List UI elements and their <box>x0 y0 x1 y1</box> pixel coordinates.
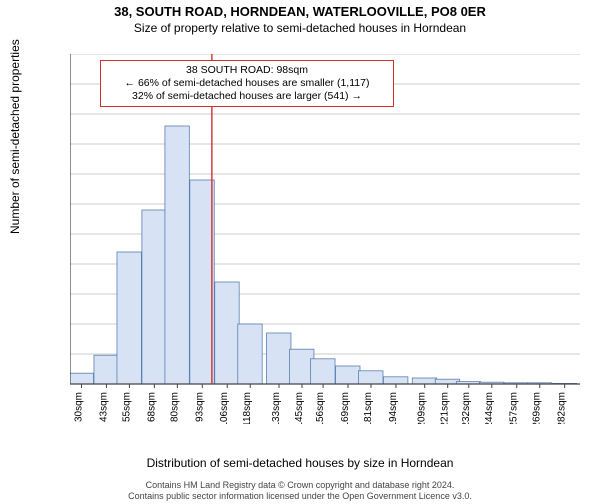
svg-text:194sqm: 194sqm <box>388 392 399 424</box>
svg-text:282sqm: 282sqm <box>557 392 568 424</box>
svg-text:156sqm: 156sqm <box>315 392 326 424</box>
histogram-plot: 05010015020025030035040045050055030sqm43… <box>70 54 580 424</box>
svg-text:145sqm: 145sqm <box>294 392 305 424</box>
svg-text:106sqm: 106sqm <box>219 392 230 424</box>
license-line1: Contains HM Land Registry data © Crown c… <box>0 480 600 491</box>
svg-text:133sqm: 133sqm <box>271 392 282 424</box>
svg-text:269sqm: 269sqm <box>532 392 543 424</box>
svg-text:244sqm: 244sqm <box>484 392 495 424</box>
license-line2: Contains public sector information licen… <box>0 491 600 502</box>
svg-text:43sqm: 43sqm <box>98 392 109 422</box>
svg-text:209sqm: 209sqm <box>417 392 428 424</box>
svg-text:68sqm: 68sqm <box>146 392 157 422</box>
svg-text:93sqm: 93sqm <box>194 392 205 422</box>
svg-text:232sqm: 232sqm <box>461 392 472 424</box>
svg-text:221sqm: 221sqm <box>440 392 451 424</box>
svg-text:30sqm: 30sqm <box>74 392 85 422</box>
callout-line2: ← 66% of semi-detached houses are smalle… <box>107 77 387 90</box>
svg-text:181sqm: 181sqm <box>363 392 374 424</box>
svg-text:169sqm: 169sqm <box>340 392 351 424</box>
svg-text:55sqm: 55sqm <box>121 392 132 422</box>
y-axis-label: Number of semi-detached properties <box>8 39 22 234</box>
page-title: 38, SOUTH ROAD, HORNDEAN, WATERLOOVILLE,… <box>0 4 600 19</box>
svg-text:80sqm: 80sqm <box>169 392 180 422</box>
license-text: Contains HM Land Registry data © Crown c… <box>0 480 600 502</box>
chart-area: 05010015020025030035040045050055030sqm43… <box>70 54 580 424</box>
callout-line3: 32% of semi-detached houses are larger (… <box>107 90 387 103</box>
svg-text:118sqm: 118sqm <box>242 392 253 424</box>
callout-line1: 38 SOUTH ROAD: 98sqm <box>107 64 387 77</box>
page-subtitle: Size of property relative to semi-detach… <box>0 21 600 35</box>
x-axis-label: Distribution of semi-detached houses by … <box>0 456 600 470</box>
callout-box: 38 SOUTH ROAD: 98sqm ← 66% of semi-detac… <box>100 60 394 107</box>
svg-text:257sqm: 257sqm <box>509 392 520 424</box>
